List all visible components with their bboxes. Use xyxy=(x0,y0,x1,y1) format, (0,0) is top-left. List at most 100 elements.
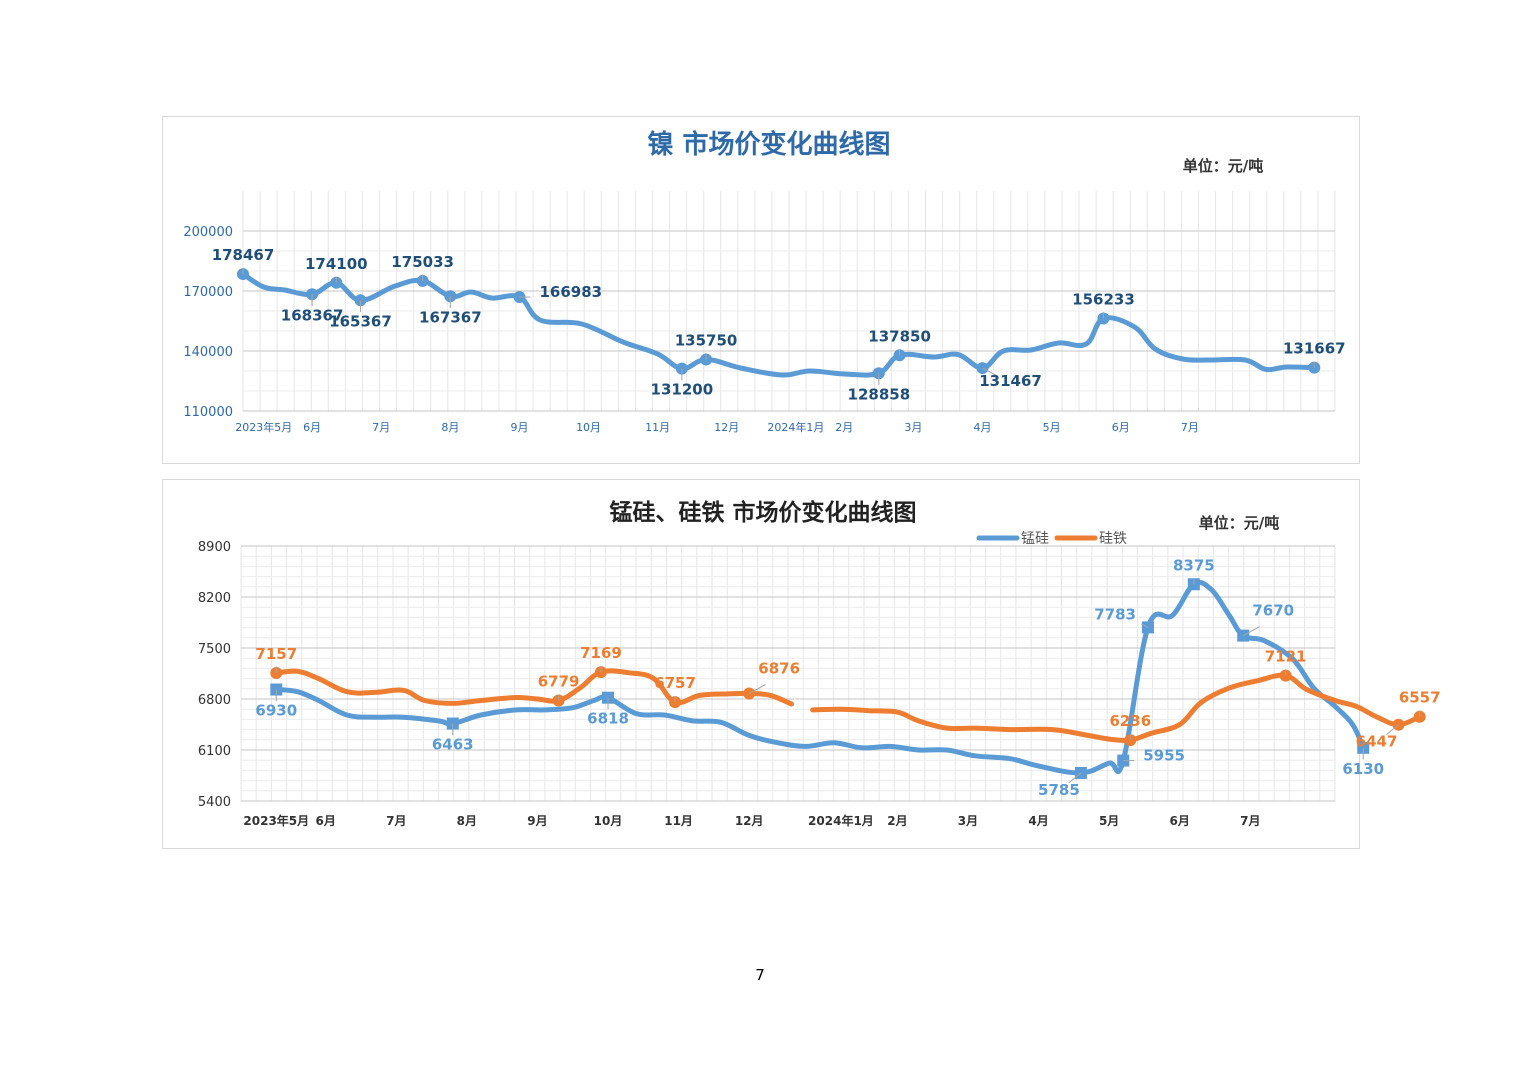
x-tick-label: 4月 xyxy=(974,421,992,434)
data-label: 174100 xyxy=(305,255,368,273)
page-number: 7 xyxy=(755,966,765,984)
data-point-marker xyxy=(594,666,607,679)
data-label: 131200 xyxy=(651,381,714,399)
label-leader xyxy=(1243,626,1260,637)
x-tick-label: 2023年5月 xyxy=(235,420,292,434)
gridlines xyxy=(242,191,1336,412)
data-point-marker xyxy=(552,694,565,707)
series-line xyxy=(273,668,794,707)
data-label: 7157 xyxy=(255,645,297,663)
data-point-marker xyxy=(416,274,429,287)
data-label: 7169 xyxy=(580,644,622,662)
legend-label: 锰硅 xyxy=(1021,531,1049,547)
x-tick-label: 3月 xyxy=(904,421,922,434)
x-tick-label: 2024年1月 xyxy=(767,420,824,434)
y-tick-label: 7500 xyxy=(198,642,231,657)
data-label: 156233 xyxy=(1072,291,1135,309)
x-tick-label: 3月 xyxy=(958,814,978,828)
data-point-marker xyxy=(743,687,756,700)
data-point-marker xyxy=(354,294,367,307)
x-tick-label: 2024年1月 xyxy=(808,813,874,828)
unit-label: 单位：元/吨 xyxy=(1183,157,1263,175)
y-tick-label: 110000 xyxy=(183,405,233,420)
nickel-chart: 镍 市场价变化曲线图单位：元/吨 110000 140000 170000 200000… xyxy=(162,116,1360,464)
x-tick-label: 10月 xyxy=(594,814,623,828)
data-label: 6757 xyxy=(654,674,696,692)
data-point-marker xyxy=(669,696,682,709)
data-label: 6818 xyxy=(587,710,629,728)
x-tick-label: 8月 xyxy=(441,421,459,434)
y-tick-label: 170000 xyxy=(183,285,233,300)
y-tick-label: 6800 xyxy=(198,693,231,708)
data-point-marker xyxy=(444,290,457,303)
unit-label: 单位：元/吨 xyxy=(1199,514,1279,532)
x-tick-label: 11月 xyxy=(664,814,693,828)
data-label: 131467 xyxy=(979,372,1042,390)
gridlines xyxy=(240,545,1336,802)
y-tick-label: 6100 xyxy=(198,744,231,759)
data-label: 6447 xyxy=(1356,733,1398,751)
data-point-marker xyxy=(1308,361,1321,374)
x-tick-label: 6月 xyxy=(316,814,336,828)
label-leader xyxy=(1386,724,1399,736)
data-label: 6463 xyxy=(432,736,474,754)
chart-title: 镍 市场价变化曲线图 xyxy=(647,129,890,160)
series-line xyxy=(240,271,1317,378)
x-tick-label: 6月 xyxy=(1170,814,1190,828)
label-leader xyxy=(748,684,766,694)
mnsi-fesi-chart-svg: 锰硅、硅铁 市场价变化曲线图单位：元/吨 5400 6100 6800 7500 8200… xyxy=(198,499,1441,828)
label-leader xyxy=(1068,772,1082,784)
data-label: 6876 xyxy=(758,659,800,677)
y-tick-label: 8900 xyxy=(198,540,231,555)
x-tick-label: 7月 xyxy=(386,814,406,828)
label-leader xyxy=(1141,623,1149,628)
data-label: 175033 xyxy=(391,253,454,271)
data-label: 131667 xyxy=(1283,340,1346,358)
data-label: 135750 xyxy=(675,332,738,350)
x-tick-label: 11月 xyxy=(645,421,670,434)
data-label: 128858 xyxy=(848,385,911,403)
data-label: 7670 xyxy=(1252,602,1294,620)
data-label: 6557 xyxy=(1399,689,1441,707)
data-label: 178467 xyxy=(212,246,275,264)
data-label: 6779 xyxy=(538,673,580,691)
data-label: 166983 xyxy=(539,283,602,301)
x-tick-label: 12月 xyxy=(714,421,739,434)
data-label: 8375 xyxy=(1173,556,1215,574)
series-line xyxy=(810,672,1423,743)
x-tick-label: 5月 xyxy=(1043,421,1061,434)
x-tick-label: 4月 xyxy=(1028,814,1048,828)
label-leader xyxy=(982,367,999,377)
data-label: 7121 xyxy=(1265,648,1307,666)
data-label: 137850 xyxy=(868,327,931,345)
data-point-marker xyxy=(976,362,989,375)
y-tick-label: 8200 xyxy=(198,591,231,606)
x-tick-label: 9月 xyxy=(510,421,528,434)
x-tick-label: 2月 xyxy=(887,814,907,828)
y-tick-label: 5400 xyxy=(198,795,231,810)
x-tick-label: 7月 xyxy=(372,421,390,434)
legend-label: 硅铁 xyxy=(1099,531,1127,547)
x-tick-label: 2023年5月 xyxy=(243,813,309,828)
chart-title: 锰硅、硅铁 市场价变化曲线图 xyxy=(609,499,916,526)
data-point-marker xyxy=(306,288,319,301)
x-tick-label: 12月 xyxy=(735,814,764,828)
y-tick-label: 140000 xyxy=(183,345,233,360)
data-label: 6130 xyxy=(1342,760,1384,778)
data-label: 6930 xyxy=(255,702,297,720)
data-label: 7783 xyxy=(1094,605,1136,623)
y-tick-label: 200000 xyxy=(183,225,233,240)
x-tick-label: 6月 xyxy=(1112,421,1130,434)
x-tick-label: 8月 xyxy=(457,814,477,828)
x-tick-label: 9月 xyxy=(527,814,547,828)
data-label: 165367 xyxy=(329,312,392,330)
x-tick-label: 5月 xyxy=(1099,814,1119,828)
x-tick-label: 10月 xyxy=(576,421,601,434)
x-tick-label: 2月 xyxy=(835,421,853,434)
x-tick-label: 6月 xyxy=(303,421,321,434)
data-label: 6236 xyxy=(1109,712,1151,730)
mnsi-fesi-chart: 锰硅、硅铁 市场价变化曲线图单位：元/吨 5400 6100 6800 7500 8200… xyxy=(162,479,1441,849)
x-tick-label: 7月 xyxy=(1240,814,1260,828)
data-label: 168367 xyxy=(281,306,344,324)
